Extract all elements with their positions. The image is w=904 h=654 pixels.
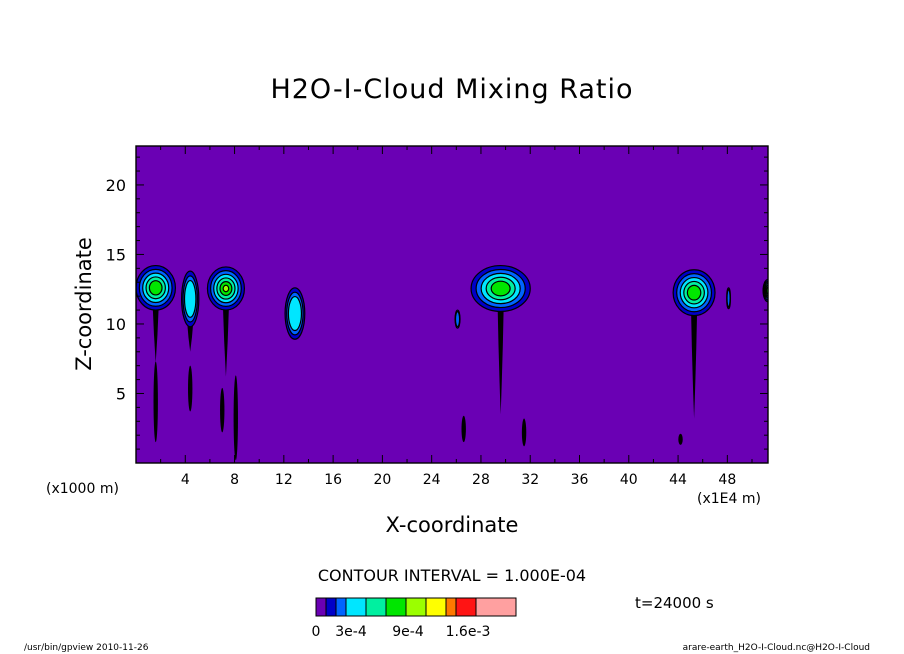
colorbar-swatch-7 (425, 597, 447, 617)
colorbar-swatch-10 (475, 597, 517, 617)
footer-source-file: arare-earth_H2O-I-Cloud.nc@H2O-I-Cloud (682, 643, 870, 653)
cloud-stem-2 (222, 306, 229, 377)
cloud-stem-5 (497, 307, 504, 415)
colorbar-label-1: 3e-4 (335, 624, 367, 640)
x-tick-label-5: 24 (423, 472, 441, 488)
cloud-1-level-3 (183, 279, 197, 318)
colorbar-swatch-6 (405, 597, 427, 617)
colorbar-swatch-0 (315, 597, 327, 617)
rain-shaft-4 (461, 415, 466, 443)
colorbar-swatch-3 (345, 597, 367, 617)
cloud-contours (136, 264, 768, 461)
contour-interval: CONTOUR INTERVAL = 1.000E-04 (317, 566, 587, 585)
cloud-2-level-6 (222, 284, 230, 293)
rain-shaft-3 (233, 375, 238, 461)
colorbar-swatch-9 (455, 597, 477, 617)
x-tick-label-11: 48 (718, 472, 736, 488)
colorbar: 0 3e-4 9e-4 1.6e-3 (312, 597, 517, 640)
x-tick-label-8: 36 (571, 472, 589, 488)
colorbar-label-0: 0 (312, 624, 321, 640)
colorbar-swatch-8 (445, 597, 457, 617)
y-tick-label-0: 5 (116, 384, 126, 403)
rain-shaft-0 (153, 361, 158, 443)
time-label: t=24000 s (635, 594, 714, 612)
colorbar-label-3: 1.6e-3 (446, 624, 491, 640)
y-axis-label: Z-coordinate (72, 237, 96, 371)
x-axis-unit-left: (x1000 m) (46, 481, 119, 497)
colorbar-swatch-2 (335, 597, 347, 617)
chart-title: H2O-I-Cloud Mixing Ratio (270, 74, 634, 105)
rain-shaft-1 (188, 365, 193, 412)
x-tick-label-4: 20 (373, 472, 391, 488)
colorbar-label-2: 9e-4 (392, 624, 424, 640)
cloud-6-level-5 (686, 284, 702, 301)
cloud-3-level-3 (287, 295, 303, 332)
cloud-stem-0 (152, 306, 159, 363)
cloud-stem-1 (187, 322, 194, 352)
x-tick-label-3: 16 (324, 472, 342, 488)
x-tick-label-6: 28 (472, 472, 490, 488)
x-tick-label-10: 44 (669, 472, 687, 488)
y-tick-label-3: 20 (106, 176, 126, 195)
cloud-4-level-2 (454, 310, 461, 328)
cloud-0-level-5 (148, 280, 163, 296)
colorbar-swatch-1 (325, 597, 337, 617)
cloud-stem-6 (691, 311, 698, 419)
x-tick-label-0: 4 (181, 472, 190, 488)
x-tick-label-7: 32 (521, 472, 539, 488)
x-tick-label-9: 40 (620, 472, 638, 488)
rain-shaft-2 (220, 387, 225, 433)
x-axis-label: X-coordinate (385, 513, 519, 537)
rain-shaft-6 (678, 433, 683, 445)
x-tick-label-2: 12 (275, 472, 293, 488)
footer-program-date: /usr/bin/gpview 2010-11-26 (24, 643, 149, 653)
cloud-5-level-5 (490, 280, 511, 297)
plot-area (136, 146, 768, 463)
x-axis-unit-right: (x1E4 m) (697, 491, 761, 507)
x-tick-label-1: 8 (230, 472, 239, 488)
y-tick-label-2: 15 (106, 245, 126, 264)
plot-frame (135, 145, 769, 464)
cloud-7-level-2 (726, 288, 731, 308)
colorbar-swatch-4 (365, 597, 387, 617)
rain-shaft-5 (521, 418, 527, 447)
y-tick-label-1: 10 (106, 315, 126, 334)
colorbar-swatch-5 (385, 597, 407, 617)
